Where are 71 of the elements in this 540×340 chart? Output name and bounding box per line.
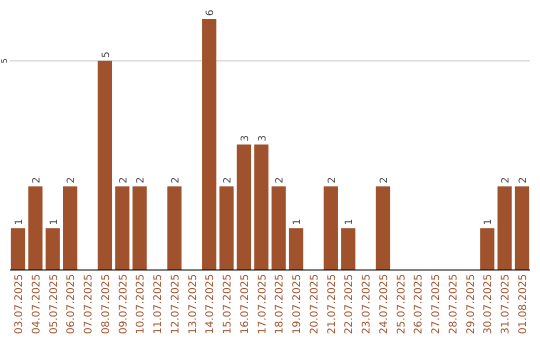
bar — [98, 60, 112, 270]
ref-line-label: 5 — [0, 58, 9, 64]
bar — [288, 228, 304, 270]
bar — [46, 228, 60, 270]
x-tick-label: 25.07.2025 — [395, 274, 408, 334]
data-label: 2 — [170, 176, 182, 184]
bar — [10, 228, 26, 270]
data-label: 1 — [344, 218, 356, 226]
x-tick-label: 27.07.2025 — [430, 274, 442, 334]
bar — [219, 186, 234, 270]
data-label: 2 — [500, 176, 512, 184]
x-tick-label: 11.07.2025 — [152, 274, 164, 334]
bar — [324, 186, 338, 270]
x-tick-label: 03.07.2025 — [12, 274, 25, 334]
data-label: 6 — [205, 10, 216, 16]
x-tick-label: 16.07.2025 — [238, 274, 251, 334]
data-label: 1 — [292, 218, 304, 226]
data-label: 2 — [66, 176, 78, 184]
bar — [514, 186, 530, 270]
x-tick-label: 23.07.2025 — [360, 274, 373, 334]
x-tick-label: 24.07.2025 — [378, 274, 390, 334]
data-label: 1 — [483, 218, 494, 226]
x-tick-label: 17.07.2025 — [256, 274, 268, 334]
data-label: 2 — [118, 176, 130, 184]
x-tick-label: 20.07.2025 — [308, 274, 320, 334]
bar — [480, 228, 494, 270]
bar — [236, 144, 252, 270]
x-tick-label: 31.07.2025 — [500, 274, 512, 334]
data-label: 1 — [48, 218, 60, 226]
x-tick-label: 21.07.2025 — [326, 274, 338, 334]
bar — [115, 186, 130, 270]
x-tick-label: 13.07.2025 — [186, 274, 199, 334]
bar — [132, 186, 147, 270]
x-tick-label: 19.07.2025 — [291, 274, 304, 334]
data-label: 2 — [136, 176, 147, 184]
data-label: 2 — [222, 176, 234, 184]
bar — [63, 186, 78, 270]
data-label: 2 — [274, 176, 286, 184]
x-tick-label: 07.07.2025 — [82, 274, 95, 334]
data-label: 3 — [240, 135, 251, 142]
data-label: 2 — [378, 176, 390, 184]
bar — [28, 186, 42, 270]
x-tick-label: 06.07.2025 — [65, 274, 78, 334]
x-tick-label: 12.07.2025 — [169, 274, 182, 334]
data-label: 2 — [326, 176, 338, 184]
x-tick-label: 15.07.2025 — [222, 274, 234, 334]
bar — [341, 228, 356, 270]
x-tick-label: 01.08.2025 — [517, 274, 530, 334]
data-label: 2 — [518, 176, 530, 184]
bar — [376, 186, 390, 270]
bar — [202, 19, 216, 270]
bar — [272, 186, 286, 270]
x-tick-label: 05.07.2025 — [48, 274, 60, 334]
data-label: 3 — [257, 135, 268, 142]
bar — [167, 186, 182, 270]
x-tick-label: 22.07.2025 — [343, 274, 356, 334]
x-tick-label: 08.07.2025 — [100, 274, 112, 334]
x-tick-label: 04.07.2025 — [30, 274, 42, 334]
x-tick-label: 30.07.2025 — [482, 274, 494, 334]
x-tick-label: 28.07.2025 — [447, 274, 460, 334]
x-tick-label: 18.07.2025 — [274, 274, 286, 334]
x-tick-label: 26.07.2025 — [412, 274, 425, 334]
x-tick-label: 14.07.2025 — [204, 274, 216, 334]
data-label: 5 — [100, 51, 112, 58]
x-tick-label: 29.07.2025 — [464, 274, 477, 334]
x-tick-label: 09.07.2025 — [117, 274, 130, 334]
data-label: 2 — [31, 176, 42, 184]
bar — [254, 144, 268, 270]
x-tick-label: 10.07.2025 — [134, 274, 147, 334]
data-label: 1 — [14, 218, 25, 226]
bar — [498, 186, 512, 270]
